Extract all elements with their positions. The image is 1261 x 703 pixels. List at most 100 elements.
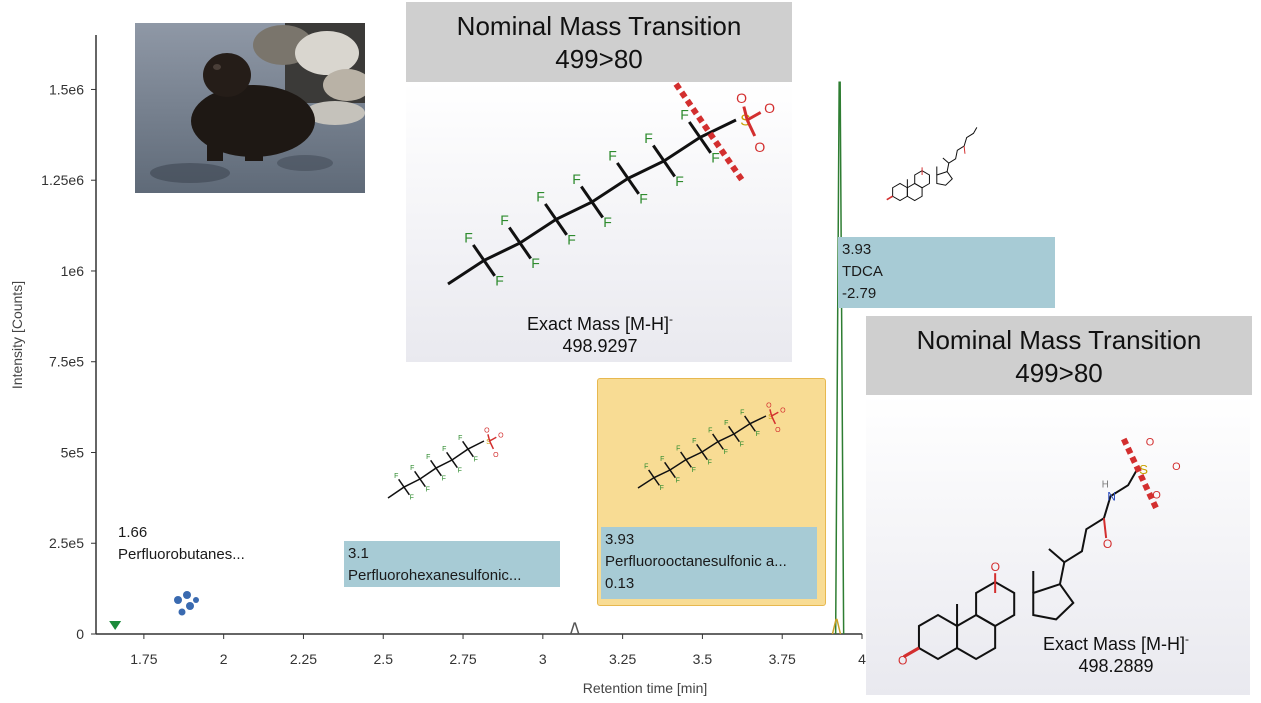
y-tick-label: 1.25e6 (41, 172, 84, 188)
methyl-branch (942, 157, 950, 164)
cf-bond (696, 443, 708, 461)
oxygen-atom: O (736, 90, 747, 106)
x-tick-label: 3 (539, 651, 547, 667)
fluorine-atom: F (531, 255, 540, 271)
x-tick-label: 2 (220, 651, 228, 667)
cf-bond (664, 461, 676, 479)
right-box-transition: 499>80 (1015, 358, 1103, 388)
fluorine-atom: F (639, 190, 648, 206)
oxygen-atom: O (775, 427, 781, 434)
fluorine-atom: F (474, 457, 478, 464)
oxygen-atom: O (754, 139, 765, 155)
fluorine-atom: F (676, 446, 680, 453)
cf-bond (712, 433, 724, 450)
fluorine-atom: F (644, 464, 648, 471)
cf-bond (680, 451, 692, 468)
left-box-transition: 499>80 (555, 44, 643, 74)
oxygen-atom: O (766, 403, 772, 410)
cf-bond (398, 478, 410, 496)
fluorine-atom: F (500, 212, 509, 228)
fluorine-atom: F (410, 465, 414, 472)
peak-label-pfhxs[interactable]: 3.1 Perfluorohexanesulfonic... (344, 541, 560, 587)
fluorine-atom: F (756, 431, 760, 438)
ring-a (917, 613, 959, 661)
cf-bond (414, 470, 426, 488)
so-bond (742, 106, 749, 121)
carbonyl-bond (1102, 518, 1108, 539)
ring-d (936, 171, 953, 186)
cf-bond (648, 469, 660, 486)
so-bond (489, 436, 497, 442)
cf-bond (744, 415, 756, 432)
y-tick-label: 0 (76, 626, 84, 642)
peak-label-pfbs[interactable]: 1.66 Perfluorobutanes... (118, 522, 245, 566)
ring-c (914, 170, 930, 189)
so-bond (769, 409, 773, 417)
fluorine-atom: F (724, 449, 728, 456)
oxygen-atom: O (764, 100, 775, 116)
oxygen-atom: O (1152, 489, 1160, 501)
fluorine-atom: F (603, 214, 612, 230)
cf-bond (462, 440, 474, 458)
fluorine-atom: F (708, 459, 712, 466)
right-box-title: Nominal Mass Transition (916, 325, 1202, 355)
fluorine-atom: F (442, 476, 446, 483)
peak-label-tdca[interactable]: 3.93 TDCA -2.79 (838, 237, 1055, 308)
x-tick-label: 2.25 (290, 651, 317, 667)
peak-line (834, 81, 845, 635)
cf-bond (544, 203, 568, 236)
peak-label-pfos-score: 0.13 (605, 575, 635, 592)
chromatogram-peaks (109, 81, 845, 635)
fluorine-atom: F (660, 485, 664, 492)
left-box-body (406, 82, 792, 362)
fluorine-atom: F (660, 456, 664, 463)
fluorine-atom: F (644, 130, 653, 146)
fluorine-atom: F (567, 231, 576, 247)
peak-line (831, 618, 842, 635)
cf-bond (580, 185, 604, 219)
pfhxs-structure-small: F F F F F F F F F F SO O O (387, 428, 504, 502)
fluorine-atom: F (711, 149, 720, 165)
hydrogen-atom: H (1102, 479, 1109, 490)
fluorine-atom: F (442, 446, 446, 453)
peak-label-tdca-score: -2.79 (842, 285, 877, 302)
x-axis-ticks: 1.75 2 2.25 2.5 2.75 3 3.25 3.5 3.75 4 (130, 634, 866, 667)
tdca-structure-small (886, 127, 978, 202)
pfos-structure-large: F F F F F F F F F F F F F F SO O O (447, 82, 775, 288)
ring-c (975, 580, 1016, 628)
x-tick-label: 1.75 (130, 651, 157, 667)
side-chain (946, 127, 978, 172)
fluorine-atom: F (708, 428, 712, 435)
peak-label-pfbs-rt: 1.66 (118, 524, 148, 541)
oxygen-atom: O (484, 428, 490, 435)
so-bond (746, 111, 762, 122)
fluorine-atom: F (410, 495, 414, 502)
so-bond (487, 434, 491, 442)
oxygen-atom: O (1146, 437, 1154, 449)
fluorine-atom: F (394, 473, 398, 480)
fluorine-atom: F (572, 171, 581, 187)
sulfur-atom: S (768, 412, 773, 421)
fluorine-atom: F (692, 438, 696, 445)
fluorine-atom: F (426, 454, 430, 461)
oxygen-atom: O (780, 408, 786, 415)
left-exact-mass: Exact Mass [M-H]- 498.9297 (480, 308, 720, 357)
so-bond (488, 440, 495, 450)
oxygen-atom: O (991, 560, 1000, 574)
oxygen-atom: O (898, 654, 907, 668)
right-box-body (866, 395, 1250, 695)
x-tick-label: 2.5 (374, 651, 394, 667)
left-box-header: Nominal Mass Transition 499>80 (406, 2, 792, 82)
right-exact-mass: Exact Mass [M-H]- 498.2889 (1000, 628, 1232, 677)
hydroxyl-wedge (886, 195, 894, 201)
peak-label-tdca-name: TDCA (842, 263, 883, 280)
right-exact-mass-charge: - (1185, 632, 1189, 646)
peak-label-pfos[interactable]: 3.93 Perfluorooctanesulfonic a... 0.13 (601, 527, 817, 599)
fluorine-atom: F (426, 486, 430, 493)
sulfur-atom: S (1139, 462, 1148, 477)
fluorine-atom: F (458, 467, 462, 474)
peak-marker-triangle (109, 621, 122, 630)
y-axis-ticks: 0 2.5e5 5e5 7.5e5 1e6 1.25e6 1.5e6 (41, 81, 96, 642)
left-box-title: Nominal Mass Transition (456, 11, 742, 41)
oxygen-atom: O (1172, 461, 1180, 473)
